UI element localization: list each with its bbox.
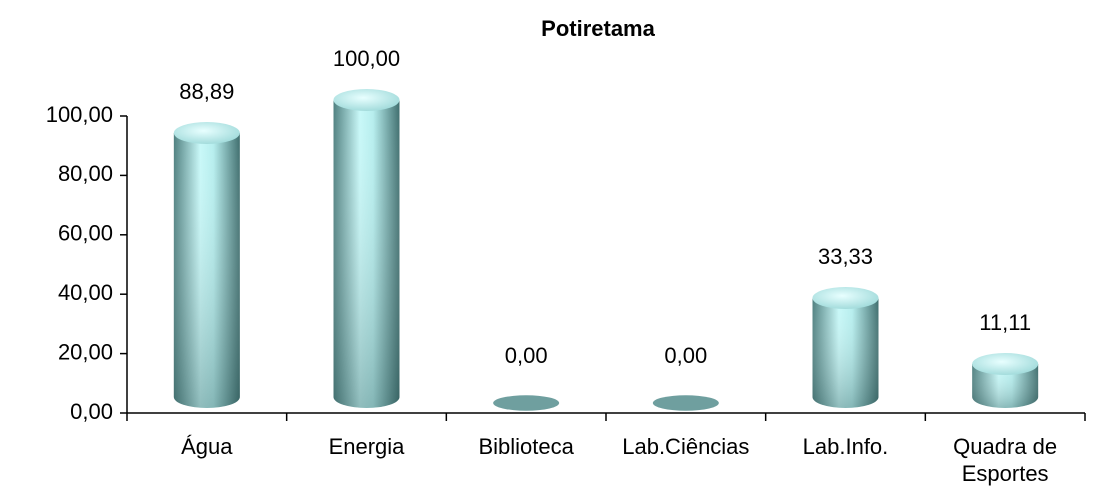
bar-top [173,121,240,144]
y-tick-label: 0,00 [70,399,113,424]
x-tick-label: Energia [328,434,405,459]
x-tick-label: Lab.Ciências [622,434,750,459]
bar-top [652,395,719,411]
x-tick-label: Quadra de Esportes [953,434,1058,486]
value-label: 33,33 [818,244,873,269]
bar-shade [173,132,240,409]
y-tick-label: 60,00 [58,221,113,246]
bar-shade [972,364,1039,408]
bar-shade [812,298,879,409]
y-tick-label: 20,00 [58,339,113,364]
value-label: 11,11 [979,310,1031,335]
y-tick-label: 100,00 [46,102,113,127]
bar-top [972,353,1039,376]
bar-top [812,287,879,310]
chart-title: Potiretama [541,16,655,41]
x-tick-label: Lab.Info. [802,434,889,459]
x-tick-label: Água [181,434,233,459]
bar-shade [333,100,400,409]
x-tick-label: Biblioteca [478,434,574,459]
bar-top [333,89,400,111]
value-label: 100,00 [333,46,400,71]
y-tick-label: 40,00 [58,280,113,305]
value-label: 0,00 [505,343,548,368]
value-label: 0,00 [664,343,707,368]
value-label: 88,89 [179,79,234,104]
bar-top [493,395,560,411]
y-tick-label: 80,00 [58,161,113,186]
